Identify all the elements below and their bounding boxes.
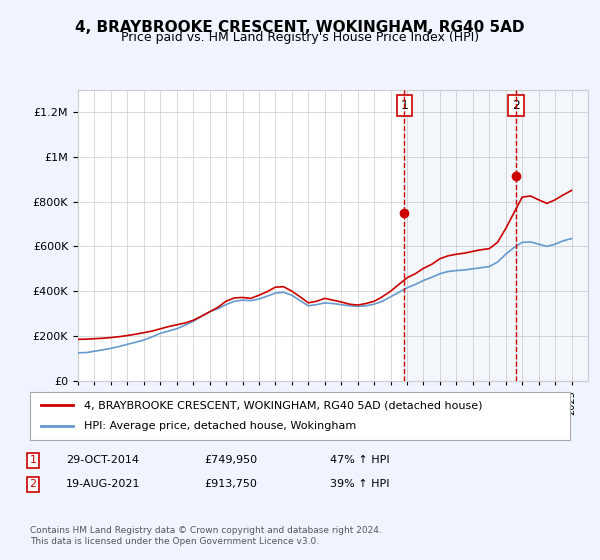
Text: 2: 2 (29, 479, 37, 489)
Text: 4, BRAYBROOKE CRESCENT, WOKINGHAM, RG40 5AD: 4, BRAYBROOKE CRESCENT, WOKINGHAM, RG40 … (75, 20, 525, 35)
Text: 47% ↑ HPI: 47% ↑ HPI (330, 455, 389, 465)
Text: 4, BRAYBROOKE CRESCENT, WOKINGHAM, RG40 5AD (detached house): 4, BRAYBROOKE CRESCENT, WOKINGHAM, RG40 … (84, 400, 482, 410)
Text: 39% ↑ HPI: 39% ↑ HPI (330, 479, 389, 489)
Text: Price paid vs. HM Land Registry's House Price Index (HPI): Price paid vs. HM Land Registry's House … (121, 31, 479, 44)
Bar (404, 90, 516, 381)
Text: 19-AUG-2021: 19-AUG-2021 (66, 479, 140, 489)
Text: 2: 2 (512, 99, 520, 112)
Text: 29-OCT-2014: 29-OCT-2014 (66, 455, 139, 465)
Text: Contains HM Land Registry data © Crown copyright and database right 2024.
This d: Contains HM Land Registry data © Crown c… (30, 526, 382, 546)
Text: 1: 1 (29, 455, 37, 465)
Text: £913,750: £913,750 (204, 479, 257, 489)
Text: HPI: Average price, detached house, Wokingham: HPI: Average price, detached house, Woki… (84, 421, 356, 431)
Text: £749,950: £749,950 (204, 455, 257, 465)
Text: 1: 1 (400, 99, 408, 112)
Bar (516, 90, 588, 381)
